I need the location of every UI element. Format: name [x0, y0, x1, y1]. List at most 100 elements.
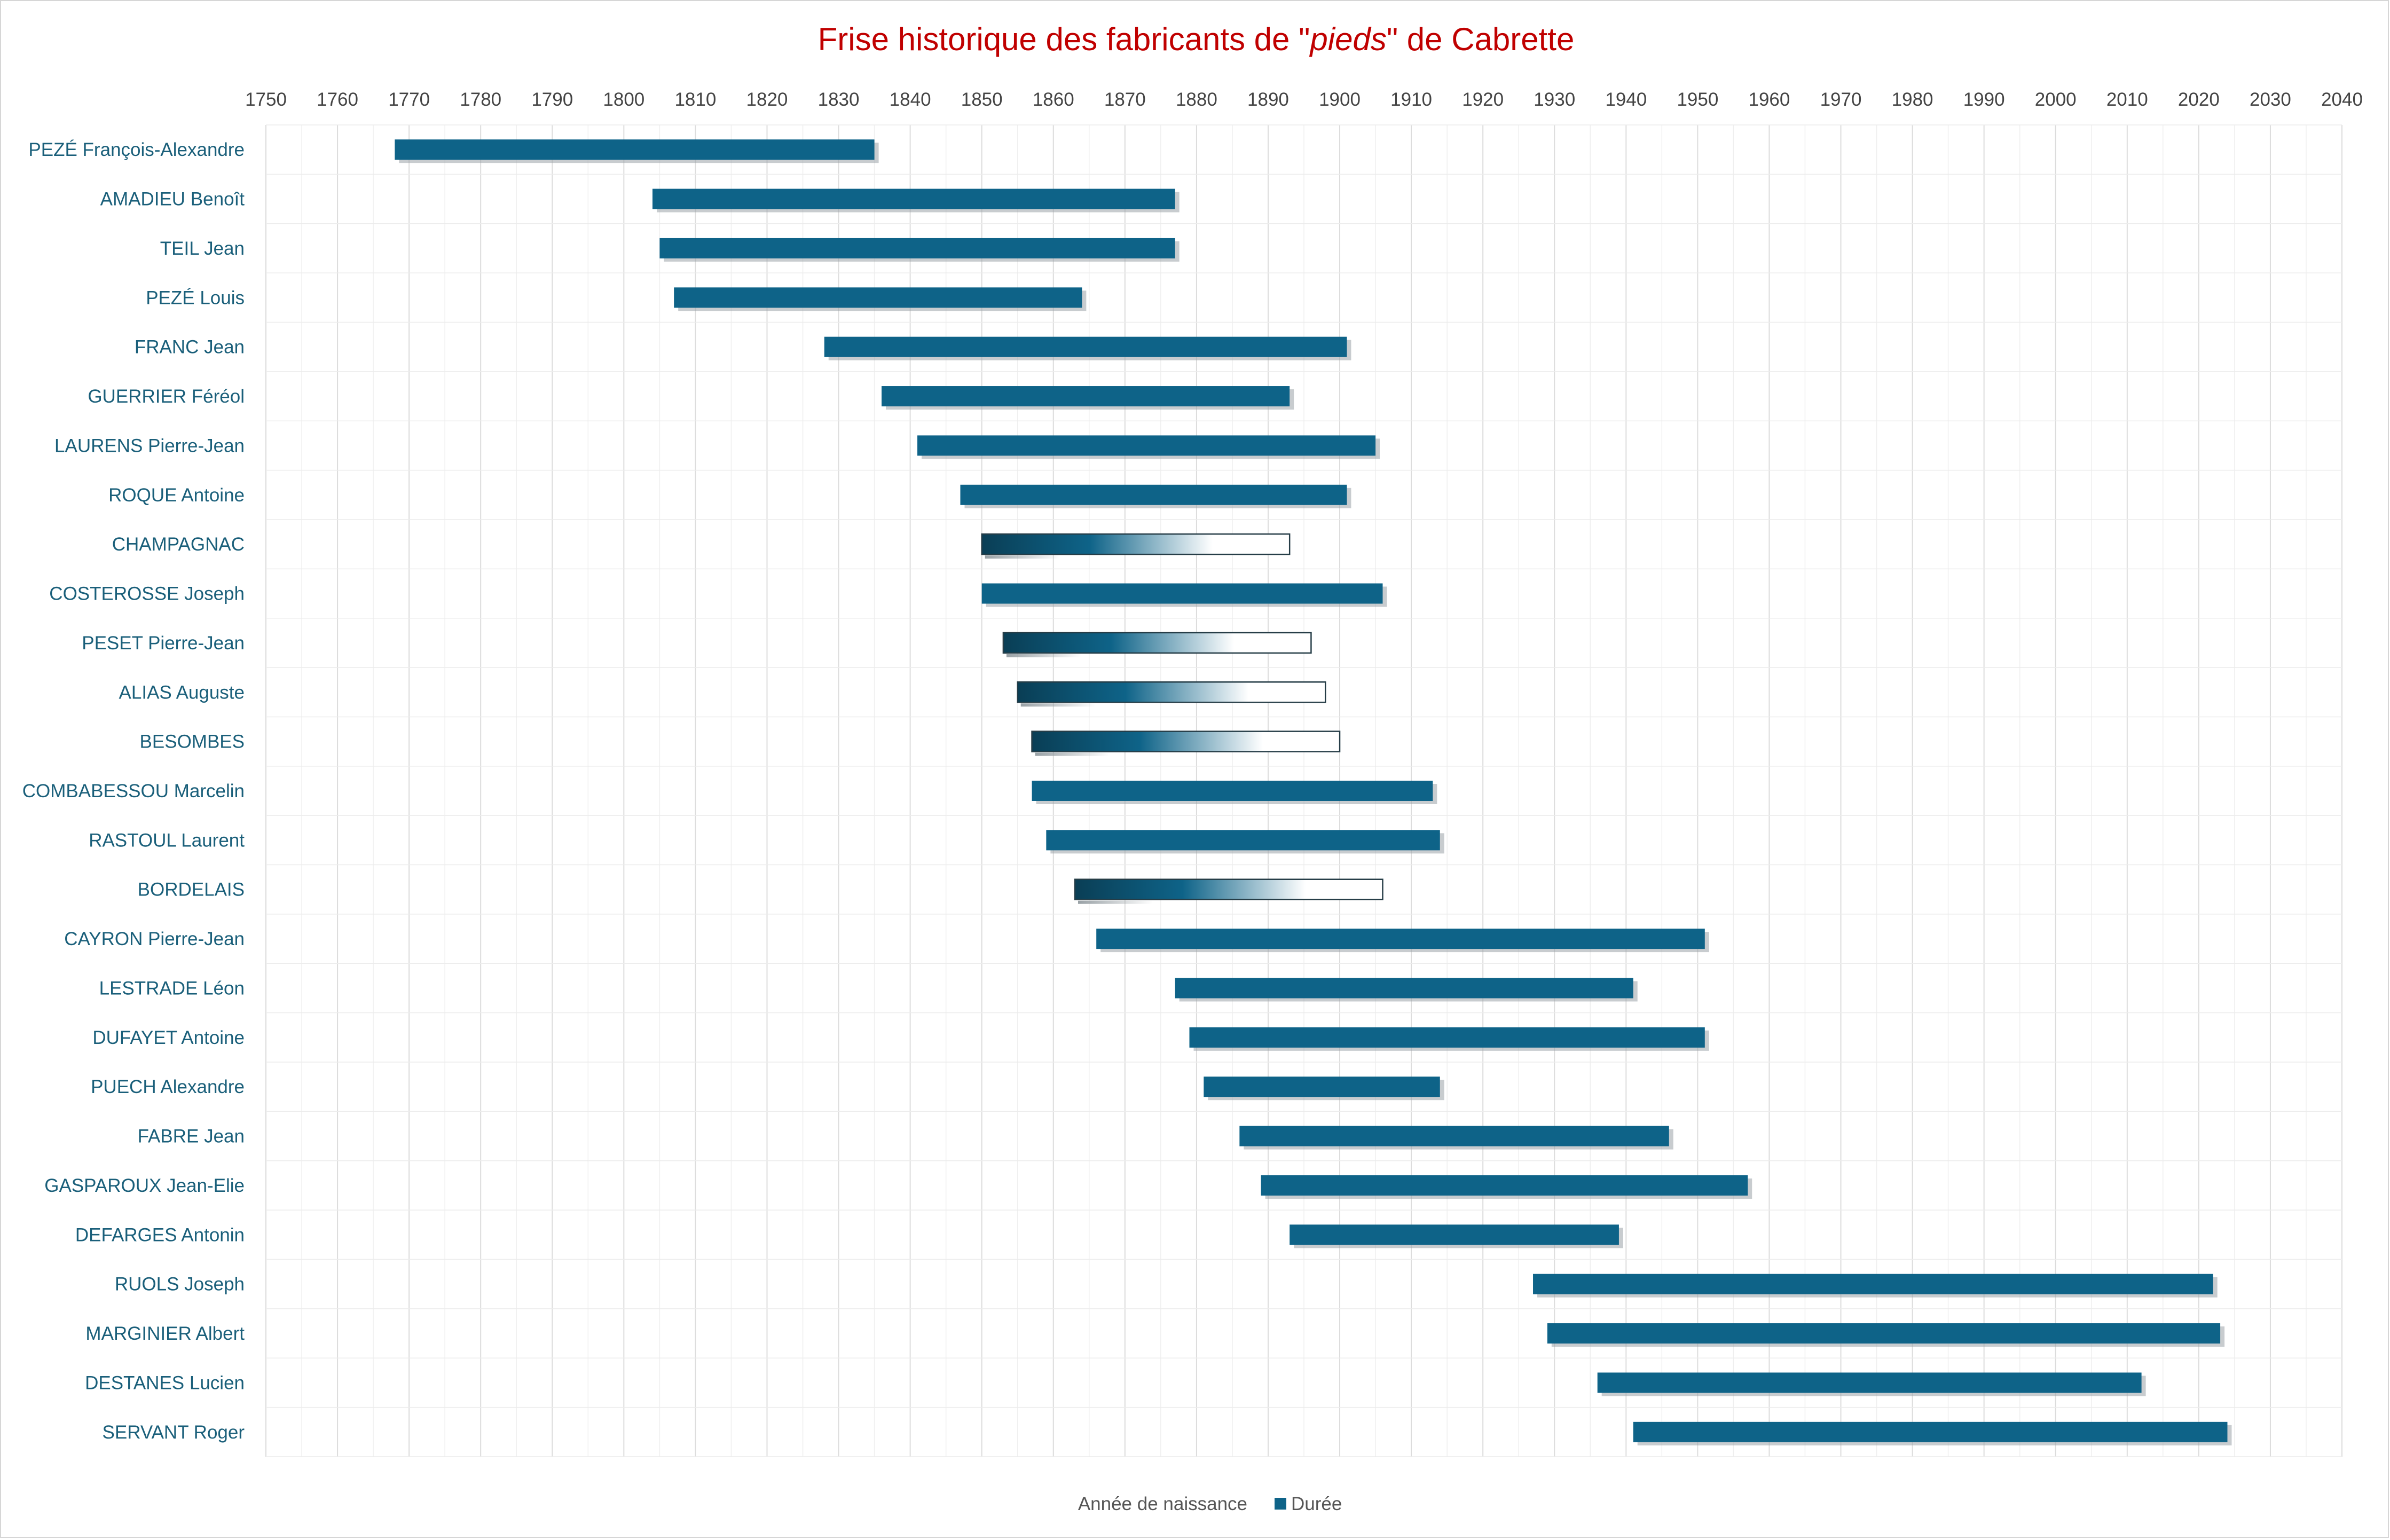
x-tick-label: 1830	[818, 89, 860, 110]
duration-bar-uncertain	[1002, 632, 1312, 654]
x-tick-label: 1780	[460, 89, 501, 110]
x-tick-label: 1770	[388, 89, 430, 110]
x-tick-label: 1840	[890, 89, 931, 110]
duration-bar-uncertain	[1074, 878, 1383, 900]
duration-bar	[981, 583, 1383, 604]
legend-birth-label: Année de naissance	[1078, 1494, 1247, 1514]
duration-bar	[674, 287, 1082, 308]
duration-bar	[1633, 1421, 2228, 1442]
row-label: PEZÉ Louis	[146, 287, 245, 308]
x-tick-label: 1880	[1176, 89, 1217, 110]
row-label: DESTANES Lucien	[85, 1372, 245, 1393]
x-tick-label: 2030	[2250, 89, 2291, 110]
x-tick-label: 1850	[961, 89, 1003, 110]
duration-bar	[1096, 929, 1705, 949]
x-tick-label: 1800	[603, 89, 644, 110]
duration-bar-uncertain	[1031, 730, 1341, 752]
duration-bar	[652, 188, 1175, 209]
row-label: LAURENS Pierre-Jean	[54, 435, 245, 456]
x-tick-label: 1790	[531, 89, 573, 110]
y-axis-labels: PEZÉ François-Alexandre AMADIEU Benoît TEI…	[22, 139, 245, 1443]
duration-bar	[1290, 1224, 1619, 1245]
row-label: CAYRON Pierre-Jean	[64, 929, 245, 949]
row-label: ALIAS Auguste	[119, 682, 245, 703]
duration-bar	[917, 435, 1376, 456]
row-label: AMADIEU Benoît	[100, 189, 245, 210]
title-prefix: Frise historique des fabricants de "	[818, 21, 1310, 57]
duration-bar	[1189, 1027, 1705, 1048]
duration-bar	[1261, 1175, 1748, 1196]
duration-bar	[1175, 978, 1633, 999]
row-label: PUECH Alexandre	[91, 1077, 245, 1097]
x-tick-label: 1970	[1820, 89, 1862, 110]
bar-shadow	[1006, 654, 1081, 657]
duration-bar	[1239, 1126, 1669, 1146]
duration-bar	[960, 484, 1347, 505]
x-tick-label: 1920	[1462, 89, 1504, 110]
duration-bar	[1046, 830, 1440, 851]
legend-duration-swatch	[1275, 1498, 1286, 1510]
row-label: COMBABESSOU Marcelin	[22, 781, 245, 802]
bar-shadow	[1035, 752, 1110, 756]
x-tick-label: 1760	[317, 89, 358, 110]
x-axis-ticks: 1750 1760 1770 1780 1790 1800 1810 1820 1830 1840…	[245, 89, 2363, 110]
duration-bar	[881, 386, 1290, 407]
duration-bar	[1597, 1372, 2142, 1393]
x-tick-label: 1980	[1892, 89, 1933, 110]
duration-bar-uncertain	[981, 533, 1291, 555]
title-suffix: " de Cabrette	[1387, 21, 1575, 57]
x-tick-label: 1870	[1104, 89, 1146, 110]
duration-bar	[1032, 781, 1433, 801]
x-tick-label: 1820	[746, 89, 788, 110]
row-label: GASPAROUX Jean-Elie	[44, 1175, 245, 1196]
bar-shadow	[985, 555, 1060, 559]
bars	[395, 139, 2232, 1445]
x-tick-label: 1990	[1963, 89, 2005, 110]
row-label: COSTEROSSE Joseph	[49, 584, 245, 604]
x-tick-label: 1890	[1247, 89, 1289, 110]
x-tick-label: 2040	[2321, 89, 2363, 110]
legend: Année de naissance Durée	[1078, 1494, 1342, 1514]
row-label: MARGINIER Albert	[85, 1323, 245, 1344]
bar-shadow	[1078, 900, 1153, 904]
row-label: DEFARGES Antonin	[75, 1224, 245, 1245]
row-label: FRANC Jean	[135, 337, 245, 358]
x-tick-label: 2000	[2035, 89, 2077, 110]
row-label: GUERRIER Féréol	[88, 386, 245, 407]
x-tick-label: 2020	[2178, 89, 2220, 110]
duration-bar	[1547, 1323, 2221, 1344]
x-tick-label: 1860	[1033, 89, 1074, 110]
row-label: PEZÉ François-Alexandre	[28, 139, 245, 160]
duration-bar-uncertain	[1017, 681, 1326, 703]
duration-bar	[1204, 1077, 1440, 1097]
row-label: DUFAYET Antoine	[92, 1027, 245, 1048]
row-label: SERVANT Roger	[103, 1422, 245, 1443]
legend-duration-label: Durée	[1291, 1494, 1342, 1514]
x-tick-label: 1960	[1749, 89, 1790, 110]
duration-bar	[659, 238, 1175, 258]
x-tick-label: 1900	[1319, 89, 1361, 110]
x-tick-label: 1810	[674, 89, 716, 110]
row-label: LESTRADE Léon	[99, 978, 245, 999]
row-label: CHAMPAGNAC	[112, 534, 245, 555]
row-label: BESOMBES	[140, 732, 245, 752]
x-tick-label: 1910	[1390, 89, 1432, 110]
row-label: BORDELAIS	[138, 879, 245, 900]
duration-bar	[395, 139, 875, 160]
x-tick-label: 2010	[2106, 89, 2148, 110]
x-tick-label: 1930	[1534, 89, 1575, 110]
row-label: FABRE Jean	[138, 1126, 245, 1147]
row-label: ROQUE Antoine	[108, 485, 245, 506]
title-italic: pieds	[1309, 21, 1386, 57]
row-label: TEIL Jean	[160, 238, 245, 259]
row-label: RUOLS Joseph	[115, 1274, 245, 1295]
bar-shadow	[1020, 703, 1096, 707]
x-tick-label: 1750	[245, 89, 287, 110]
row-label: PESET Pierre-Jean	[82, 633, 245, 654]
x-tick-label: 1940	[1605, 89, 1647, 110]
duration-bar	[1533, 1274, 2213, 1294]
chart-title: Frise historique des fabricants de "pied…	[818, 21, 1575, 57]
row-label: RASTOUL Laurent	[89, 830, 245, 851]
